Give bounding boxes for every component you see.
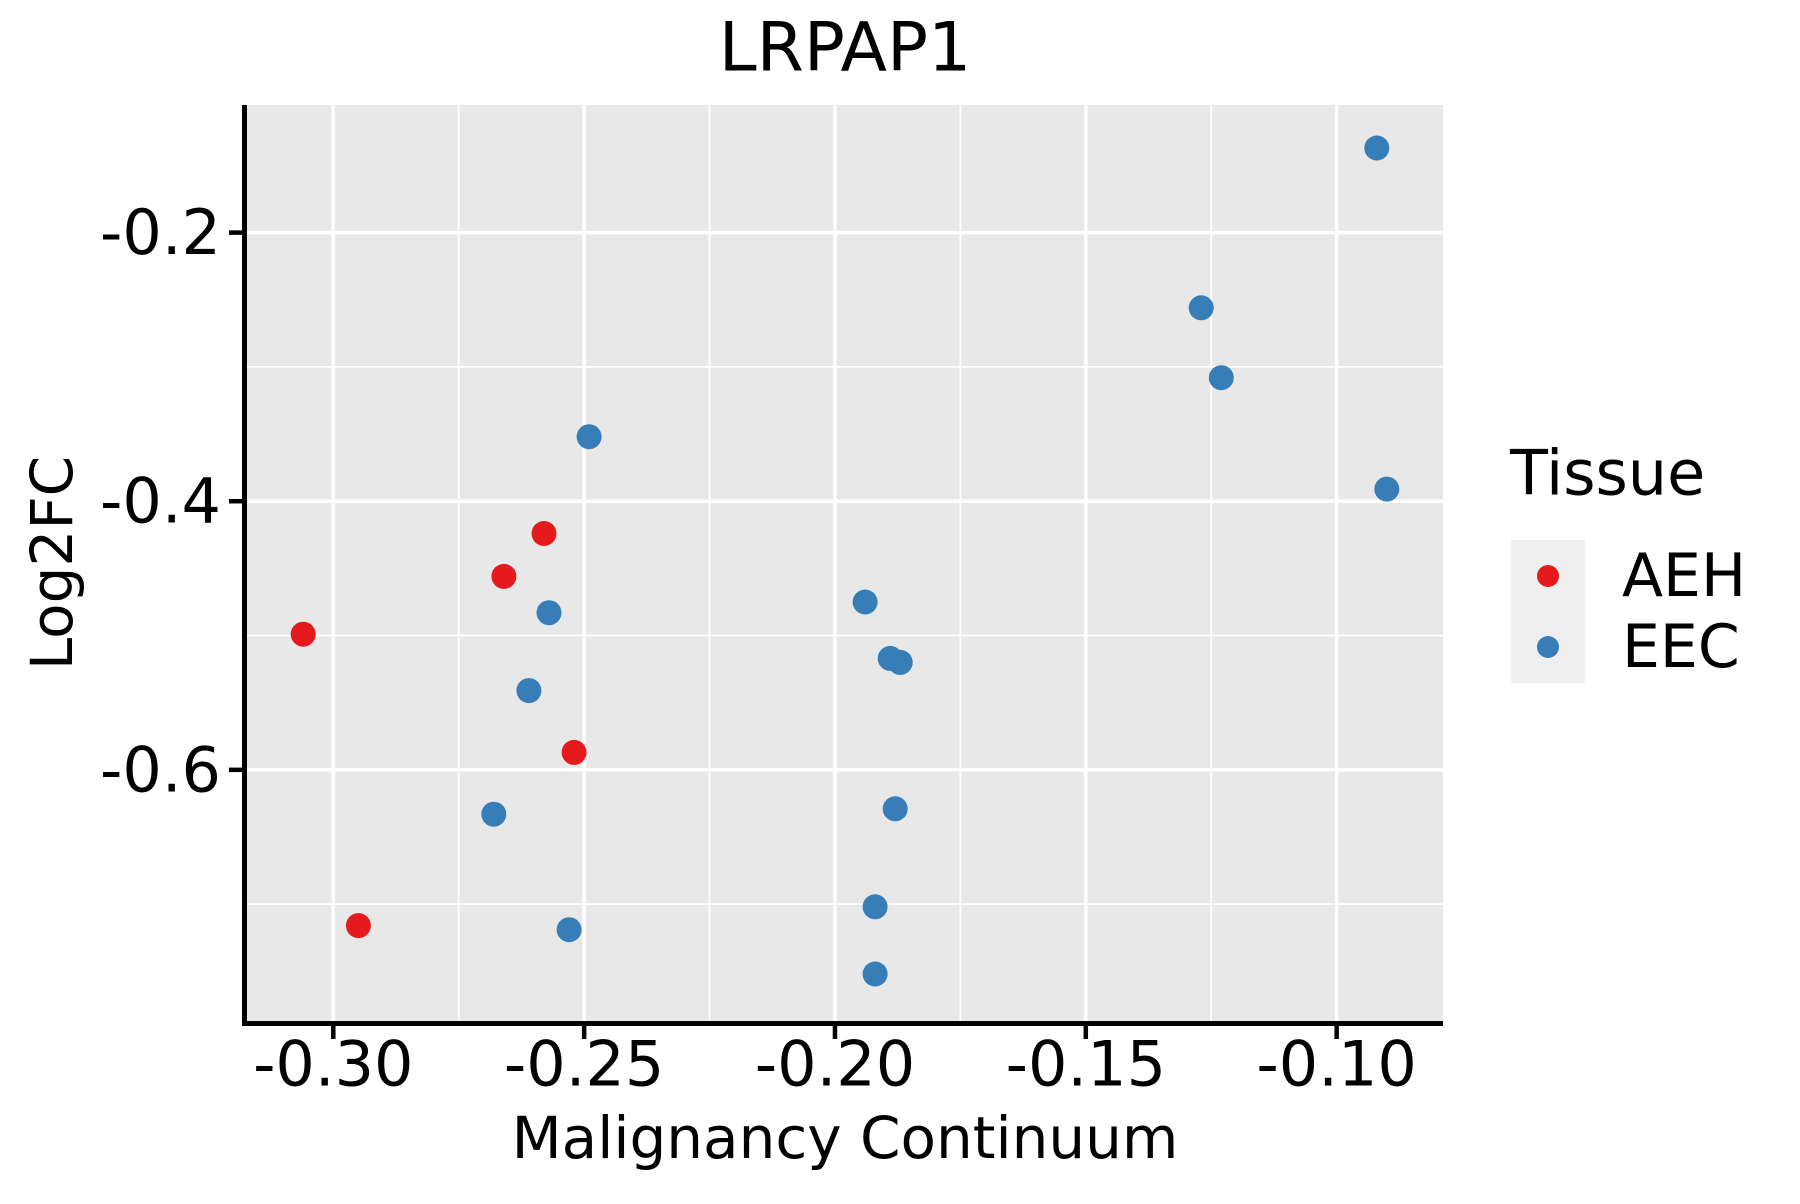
plot-title: LRPAP1 bbox=[719, 9, 972, 88]
x-tick-label: -0.20 bbox=[755, 1028, 915, 1101]
data-point-eec bbox=[1208, 365, 1234, 391]
legend-point-eec bbox=[1537, 636, 1559, 658]
data-point-eec bbox=[1374, 476, 1400, 502]
x-tick-label: -0.25 bbox=[504, 1028, 664, 1101]
y-tick-label: -0.6 bbox=[100, 733, 221, 806]
x-tick-label: -0.15 bbox=[1006, 1028, 1166, 1101]
data-point-eec bbox=[556, 917, 582, 943]
y-tick-label: -0.4 bbox=[100, 465, 221, 538]
x-tick-label: -0.30 bbox=[253, 1028, 413, 1101]
axis-tick-labels: -0.30 -0.25 -0.20 -0.15 -0.10 -0.2 -0.4 -0.6 bbox=[100, 196, 1417, 1100]
data-point-eec bbox=[862, 894, 888, 920]
data-point-aeh bbox=[491, 563, 517, 589]
data-point-eec bbox=[576, 424, 602, 450]
data-point-eec bbox=[481, 801, 507, 827]
data-point-eec bbox=[516, 678, 542, 704]
y-tick-label: -0.2 bbox=[100, 196, 221, 269]
data-point-aeh bbox=[561, 739, 587, 765]
legend-key-background bbox=[1511, 540, 1585, 683]
data-point-aeh bbox=[290, 621, 316, 647]
data-point-eec bbox=[1364, 135, 1390, 161]
plot-area-background bbox=[247, 105, 1443, 1021]
x-axis-title: Malignancy Continuum bbox=[512, 1104, 1179, 1172]
legend-point-aeh bbox=[1537, 565, 1559, 587]
data-point-aeh bbox=[345, 913, 371, 939]
major-gridlines bbox=[247, 105, 1443, 1021]
data-point-eec bbox=[882, 796, 908, 822]
data-point-eec bbox=[536, 600, 562, 626]
data-points bbox=[290, 135, 1400, 987]
data-point-eec bbox=[852, 589, 878, 615]
legend: Tissue AEH EEC bbox=[1509, 437, 1746, 683]
axis-spines bbox=[242, 105, 1443, 1026]
minor-gridlines bbox=[247, 105, 1443, 1021]
data-point-eec bbox=[862, 961, 888, 987]
legend-label-eec: EEC bbox=[1622, 612, 1740, 682]
legend-label-aeh: AEH bbox=[1622, 541, 1746, 611]
x-tick-label: -0.10 bbox=[1256, 1028, 1416, 1101]
data-point-eec bbox=[1188, 295, 1214, 321]
data-point-aeh bbox=[531, 521, 557, 546]
data-point-eec bbox=[887, 649, 913, 675]
y-axis-title: Log2FC bbox=[18, 456, 86, 670]
axis-ticks bbox=[229, 230, 1339, 1039]
legend-title: Tissue bbox=[1509, 437, 1705, 510]
